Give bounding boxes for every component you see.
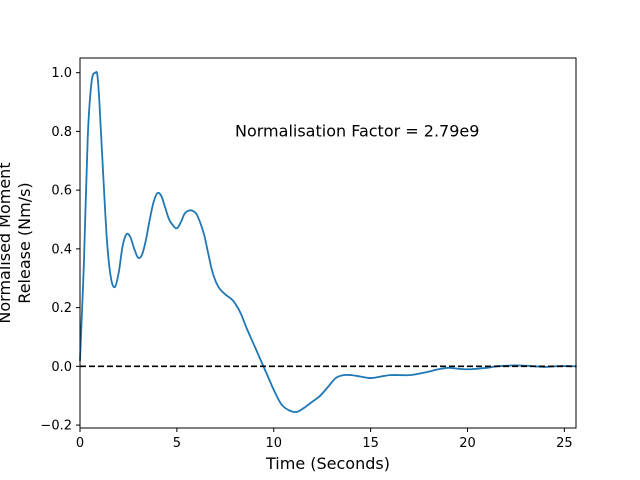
y-tick-label: 0.2 <box>51 301 72 316</box>
y-tick-label: 0.8 <box>51 125 72 140</box>
y-axis-label-line-1: Normalised Moment <box>0 162 14 323</box>
y-tick-label: 0.6 <box>51 184 72 199</box>
y-axis-label: Normalised Moment Release (Nm/s) <box>0 162 34 323</box>
plot-area-background <box>80 58 576 428</box>
y-tick-label: 0.4 <box>51 242 72 257</box>
x-tick-label: 20 <box>459 436 476 451</box>
y-axis-ticks: −0.2 0.0 0.2 0.4 0.6 0.8 1.0 <box>40 66 80 434</box>
x-tick-label: 5 <box>173 436 181 451</box>
y-tick-label: −0.2 <box>40 419 72 434</box>
normalisation-factor-annotation: Normalisation Factor = 2.79e9 <box>235 121 479 140</box>
y-axis-label-line-2: Release (Nm/s) <box>15 182 34 303</box>
series-line-0 <box>79 70 577 413</box>
x-tick-label: 0 <box>76 436 84 451</box>
x-tick-label: 25 <box>556 436 573 451</box>
y-tick-label: 0.0 <box>51 360 72 375</box>
x-tick-label: 15 <box>362 436 379 451</box>
x-tick-label: 10 <box>265 436 282 451</box>
x-axis-label: Time (Seconds) <box>265 454 390 473</box>
x-axis-ticks: 0 5 10 15 20 25 <box>76 428 573 451</box>
y-tick-label: 1.0 <box>51 66 72 81</box>
series-layer <box>79 70 577 413</box>
plot-area-frame <box>79 57 577 429</box>
